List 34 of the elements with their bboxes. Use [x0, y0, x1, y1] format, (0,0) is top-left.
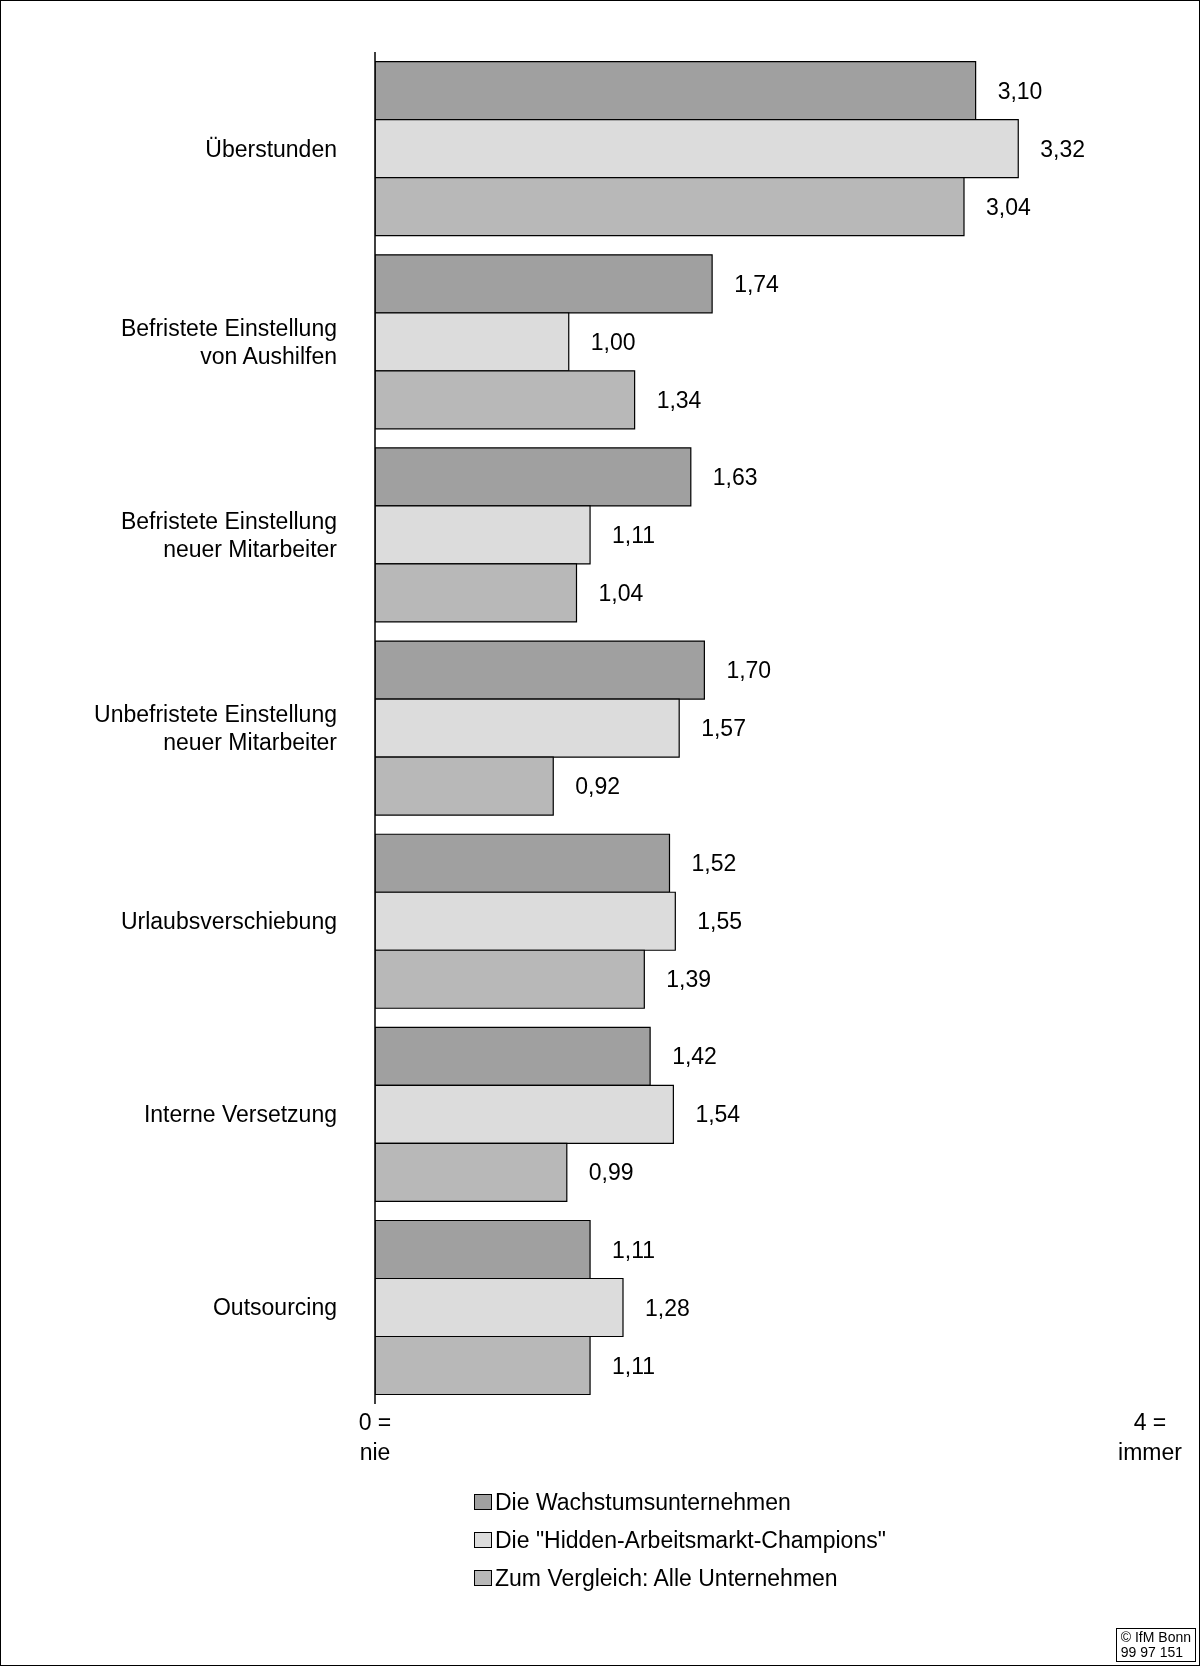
data-label: 1,11: [612, 521, 656, 548]
data-label: 0,92: [575, 773, 621, 800]
data-label: 1,54: [695, 1101, 741, 1128]
legend-label: Zum Vergleich: Alle Unternehmen: [495, 1564, 838, 1592]
data-label: 1,42: [672, 1043, 717, 1070]
y-tick-label: Interne Versetzung: [143, 1101, 337, 1128]
y-tick-label: Befristete Einstellung von Aushilfen: [120, 314, 337, 369]
x-tick-label: 4 = immer: [1118, 1409, 1183, 1465]
data-label: 1,70: [726, 657, 772, 684]
legend-label: Die Wachstumsunternehmen: [495, 1488, 791, 1516]
data-label: 1,11: [612, 1236, 656, 1263]
y-tick-label: Überstunden: [205, 135, 337, 162]
data-label: 3,10: [997, 77, 1043, 104]
data-label: 1,39: [666, 966, 712, 993]
data-label: 1,55: [697, 908, 743, 935]
data-label: 1,63: [712, 463, 758, 490]
data-label: 1,28: [645, 1294, 690, 1321]
x-tick-label: 0 = nie: [358, 1409, 392, 1465]
y-tick-label: Urlaubsverschiebung: [120, 908, 337, 935]
data-label: 1,52: [691, 850, 737, 877]
data-label: 1,74: [734, 270, 780, 297]
data-label: 3,04: [986, 193, 1031, 220]
data-label: 1,57: [701, 715, 746, 742]
y-tick-label: Befristete Einstellung neuer Mitarbeiter: [120, 507, 338, 562]
data-label: 1,11: [612, 1352, 656, 1379]
data-label: 1,04: [598, 579, 644, 606]
data-label: 0,99: [588, 1159, 634, 1186]
data-label: 1,00: [590, 328, 636, 355]
legend-label: Die "Hidden-Arbeitsmarkt-Champions": [495, 1526, 886, 1554]
data-label: 3,32: [1040, 135, 1086, 162]
y-tick-label: Unbefristete Einstellung neuer Mitarbeiter: [94, 701, 338, 755]
data-label: 1,34: [656, 386, 702, 413]
text: © IfM Bonn 99 97 151: [1120, 1629, 1191, 1660]
y-tick-label: Outsourcing: [212, 1294, 337, 1321]
